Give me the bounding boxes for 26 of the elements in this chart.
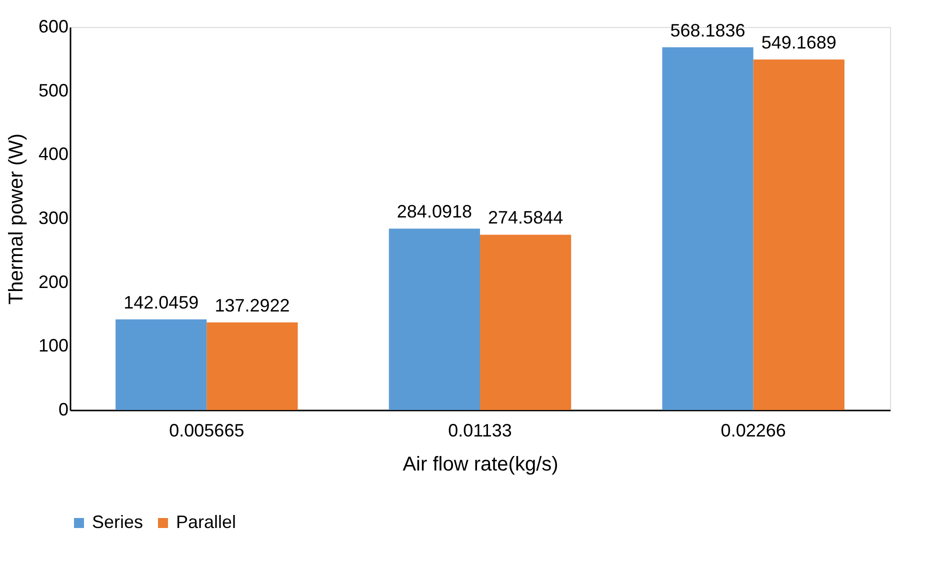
y-tick-label: 600 [38, 16, 68, 36]
bar [480, 234, 572, 410]
bar [388, 228, 480, 410]
bar [116, 319, 207, 410]
data-label: 568.1836 [670, 20, 746, 40]
x-tick-label: 0.005665 [169, 420, 244, 440]
y-tick-label: 300 [38, 208, 68, 228]
y-axis-title: Thermal power (W) [5, 133, 28, 305]
data-label: 274.5844 [488, 208, 564, 228]
x-axis-title: Air flow rate(kg/s) [402, 454, 558, 476]
y-tick-label: 400 [38, 144, 68, 164]
bar [206, 322, 298, 410]
data-label: 284.0918 [396, 202, 472, 222]
y-tick-label: 0 [58, 400, 68, 420]
y-tick-label: 200 [38, 272, 68, 292]
data-label: 137.2922 [214, 295, 290, 316]
bar [662, 47, 754, 410]
bar [753, 59, 844, 410]
data-label: 549.1689 [761, 32, 836, 52]
x-tick-label: 0.02266 [720, 420, 786, 440]
y-tick-label: 500 [38, 80, 68, 100]
x-tick-label: 0.01133 [448, 420, 512, 440]
legend-label: Series [92, 512, 144, 532]
legend-label: Parallel [176, 512, 236, 532]
data-label: 142.0459 [124, 292, 199, 312]
y-tick-label: 100 [38, 336, 68, 356]
